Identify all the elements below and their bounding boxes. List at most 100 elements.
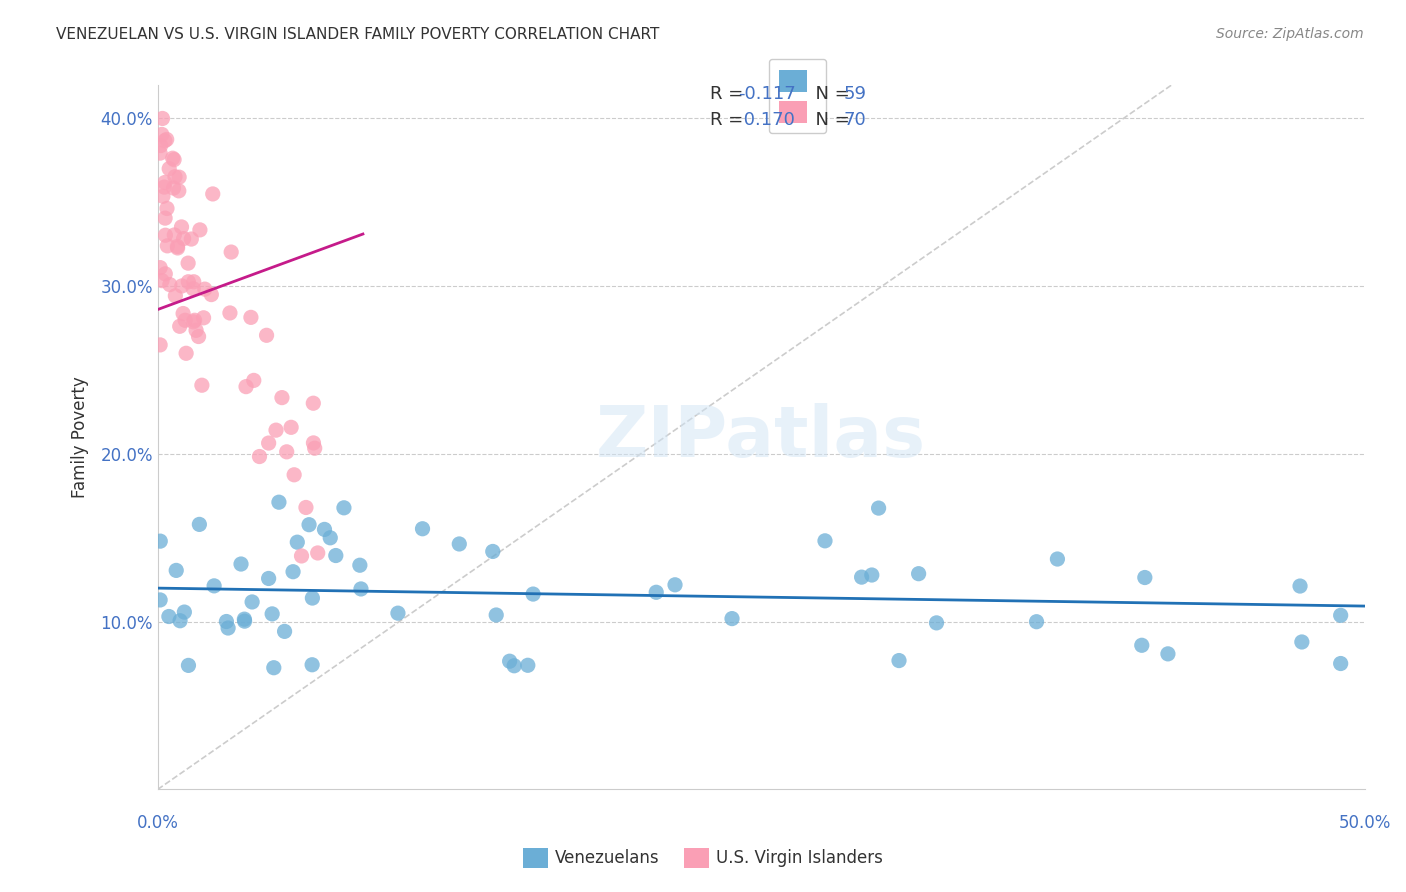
Point	[155, 228, 177, 243]
Point	[162, 181, 184, 195]
Point	[153, 134, 176, 148]
Point	[156, 202, 179, 216]
Point	[174, 346, 197, 360]
Point	[183, 275, 205, 289]
Point	[187, 329, 209, 343]
Point	[233, 612, 256, 626]
Point	[159, 277, 181, 292]
Point	[149, 534, 172, 549]
Point	[194, 282, 217, 296]
Point	[177, 256, 200, 270]
Text: R =: R =	[710, 112, 749, 129]
Point	[177, 275, 200, 289]
Point	[181, 282, 204, 296]
Point	[280, 420, 302, 434]
Point	[153, 180, 176, 194]
Point	[180, 232, 202, 246]
Point	[217, 621, 239, 635]
Point	[219, 306, 242, 320]
Point	[177, 658, 200, 673]
Point	[868, 501, 890, 516]
Point	[295, 500, 318, 515]
Point	[267, 495, 290, 509]
Point	[202, 579, 225, 593]
Text: 59: 59	[844, 85, 866, 103]
Point	[243, 373, 266, 387]
Point	[150, 128, 173, 142]
Point	[165, 289, 187, 303]
Point	[239, 310, 262, 325]
Point	[887, 654, 910, 668]
Point	[283, 467, 305, 482]
Point	[257, 571, 280, 585]
Point	[302, 396, 325, 410]
Point	[170, 279, 193, 293]
Point	[256, 328, 278, 343]
Point	[271, 391, 294, 405]
Point	[170, 219, 193, 234]
Point	[290, 549, 312, 563]
Point	[215, 615, 238, 629]
Point	[325, 549, 347, 563]
Text: Source: ZipAtlas.com: Source: ZipAtlas.com	[1216, 27, 1364, 41]
Legend: Venezuelans, U.S. Virgin Islanders: Venezuelans, U.S. Virgin Islanders	[516, 841, 890, 875]
Point	[173, 605, 195, 619]
Point	[167, 184, 190, 198]
Point	[183, 313, 205, 327]
Point	[263, 661, 285, 675]
Point	[156, 132, 179, 146]
Text: -0.117: -0.117	[738, 85, 796, 103]
Text: 50.0%: 50.0%	[1339, 814, 1391, 832]
Point	[157, 161, 180, 176]
Point	[925, 615, 948, 630]
Point	[485, 607, 508, 622]
Point	[173, 231, 195, 245]
Point	[152, 189, 174, 203]
Point	[276, 445, 298, 459]
Point	[200, 287, 222, 301]
Point	[163, 153, 186, 167]
Point	[152, 112, 174, 126]
Point	[163, 227, 186, 242]
Point	[201, 186, 224, 201]
Point	[307, 546, 329, 560]
Text: R =: R =	[710, 85, 749, 103]
Text: VENEZUELAN VS U.S. VIRGIN ISLANDER FAMILY POVERTY CORRELATION CHART: VENEZUELAN VS U.S. VIRGIN ISLANDER FAMIL…	[56, 27, 659, 42]
Point	[516, 658, 538, 673]
Point	[229, 557, 252, 571]
Point	[153, 211, 176, 226]
Point	[191, 378, 214, 392]
Point	[156, 239, 179, 253]
Point	[165, 563, 187, 577]
Point	[350, 582, 373, 596]
Point	[281, 565, 304, 579]
Point	[503, 658, 526, 673]
Point	[851, 570, 873, 584]
Point	[262, 607, 284, 621]
Point	[219, 245, 242, 260]
Point	[814, 533, 837, 548]
Point	[193, 310, 215, 325]
Point	[233, 614, 256, 628]
Point	[1046, 552, 1069, 566]
Point	[301, 657, 323, 672]
Point	[183, 315, 205, 329]
Y-axis label: Family Poverty: Family Poverty	[72, 376, 89, 498]
Point	[1330, 608, 1353, 623]
Point	[184, 323, 207, 337]
Point	[150, 274, 173, 288]
Point	[333, 500, 356, 515]
Point	[149, 593, 172, 607]
Point	[273, 624, 295, 639]
Point	[645, 585, 668, 599]
Point	[481, 544, 503, 558]
Point	[349, 558, 371, 573]
Point	[302, 436, 325, 450]
Point	[522, 587, 544, 601]
Text: ZIPatlas: ZIPatlas	[596, 402, 927, 472]
Point	[167, 170, 190, 185]
Point	[1130, 638, 1153, 652]
Point	[1157, 647, 1180, 661]
Point	[163, 169, 186, 184]
Point	[319, 531, 342, 545]
